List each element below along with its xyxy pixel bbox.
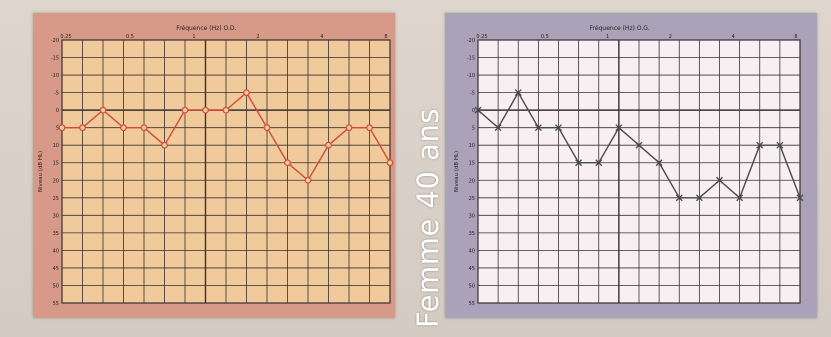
data-point: [304, 176, 312, 184]
data-point: [615, 124, 623, 132]
y-tick-label: 45: [53, 266, 59, 272]
y-tick-label: 55: [53, 301, 59, 307]
y-tick-label: 30: [469, 213, 475, 219]
y-tick-label: 15: [53, 161, 59, 167]
audiogram-right-chart: Fréquence (Hz) O.G. 0.25 0.5 1 2 4 8 -20 -15 -10 -…: [445, 13, 817, 318]
y-tick-label: -10: [51, 73, 59, 79]
data-point: [366, 124, 373, 132]
x-tick-label: 4: [320, 34, 323, 40]
data-point: [345, 124, 353, 132]
data-point: [325, 141, 332, 149]
x-tick-label: 0.25: [60, 34, 71, 40]
data-point: [284, 159, 291, 167]
audiogram-left-ear: Fréquence (Hz) O.G. 0.25 0.5 1 2 4 8 -20 -15 -10 -…: [445, 13, 817, 318]
y-tick-label: -20: [51, 38, 59, 44]
data-point: [243, 89, 250, 96]
y-tick-label: 10: [469, 143, 475, 149]
y-tick-label: 50: [469, 283, 475, 289]
data-point: [655, 159, 663, 167]
data-point: [181, 106, 189, 114]
data-point: [161, 141, 168, 149]
x-tick-label: 1: [606, 34, 609, 40]
y-tick-label: 30: [53, 213, 59, 219]
data-point: [386, 159, 394, 167]
y-tick-label: 10: [53, 143, 59, 149]
data-point: [140, 124, 148, 132]
x-tick-label: 0.25: [476, 34, 487, 40]
y-axis-label: Niveau (dB HL): [454, 151, 460, 192]
x-tick-label: 2: [256, 34, 259, 40]
data-point: [695, 194, 703, 202]
x-tick-label: 8: [794, 34, 797, 40]
data-point: [514, 89, 522, 97]
y-tick-label: 45: [469, 266, 475, 272]
data-point: [263, 124, 271, 132]
audiogram-right-ear: Fréquence (Hz) O.D. 0.25 0.5 1 2 4 8 -20 -15 -10 -…: [33, 13, 395, 318]
y-tick-label: 5: [56, 126, 59, 132]
y-tick-label: 0: [472, 108, 475, 114]
data-point: [120, 124, 127, 132]
x-tick-label: 8: [384, 34, 387, 40]
data-point: [79, 124, 86, 132]
y-tick-label: -15: [467, 56, 475, 62]
data-point: [575, 159, 583, 167]
y-tick-label: 50: [53, 283, 59, 289]
data-point: [716, 176, 723, 184]
y-tick-label: 35: [53, 231, 59, 237]
y-tick-label: 20: [469, 178, 475, 184]
x-tick-label: 0.5: [126, 34, 134, 40]
y-tick-label: 25: [469, 196, 475, 202]
y-tick-label: 20: [53, 178, 59, 184]
data-point: [555, 124, 562, 132]
data-point: [776, 141, 784, 149]
y-tick-label: -5: [470, 91, 475, 97]
y-tick-label: -10: [467, 73, 475, 79]
audiogram-left-chart: Fréquence (Hz) O.D. 0.25 0.5 1 2 4 8 -20 -15 -10 -…: [33, 13, 395, 318]
y-tick-label: -5: [54, 91, 59, 97]
data-point: [534, 124, 542, 132]
y-tick-label: 35: [469, 231, 475, 237]
x-tick-label: 4: [732, 34, 735, 40]
y-tick-label: 25: [53, 196, 59, 202]
y-tick-label: -15: [51, 56, 59, 62]
y-axis-label: Niveau (dB HL): [38, 151, 44, 192]
y-tick-label: 15: [469, 161, 475, 167]
y-tick-label: 0: [56, 108, 59, 114]
data-point: [58, 124, 66, 132]
data-point: [494, 124, 502, 132]
y-tick-label: 5: [472, 126, 475, 132]
data-point: [675, 194, 683, 202]
y-tick-label: 40: [53, 248, 59, 254]
patient-label: Femme 40 ans: [411, 108, 445, 328]
data-point: [595, 159, 603, 167]
chart-title: Fréquence (Hz) O.G.: [590, 25, 650, 32]
data-point: [99, 106, 107, 114]
y-tick-label: 55: [469, 301, 475, 307]
x-tick-label: 2: [669, 34, 672, 40]
data-point: [474, 106, 482, 114]
data-point: [796, 194, 804, 202]
x-tick-label: 1: [192, 34, 195, 40]
chart-title: Fréquence (Hz) O.D.: [176, 25, 236, 32]
data-point: [756, 141, 764, 149]
y-tick-label: -20: [467, 38, 475, 44]
data-point: [222, 106, 230, 114]
data-point: [736, 194, 744, 202]
data-point: [635, 141, 643, 149]
y-tick-label: 40: [469, 248, 475, 254]
data-point: [202, 106, 209, 114]
x-tick-label: 0.5: [541, 34, 549, 40]
